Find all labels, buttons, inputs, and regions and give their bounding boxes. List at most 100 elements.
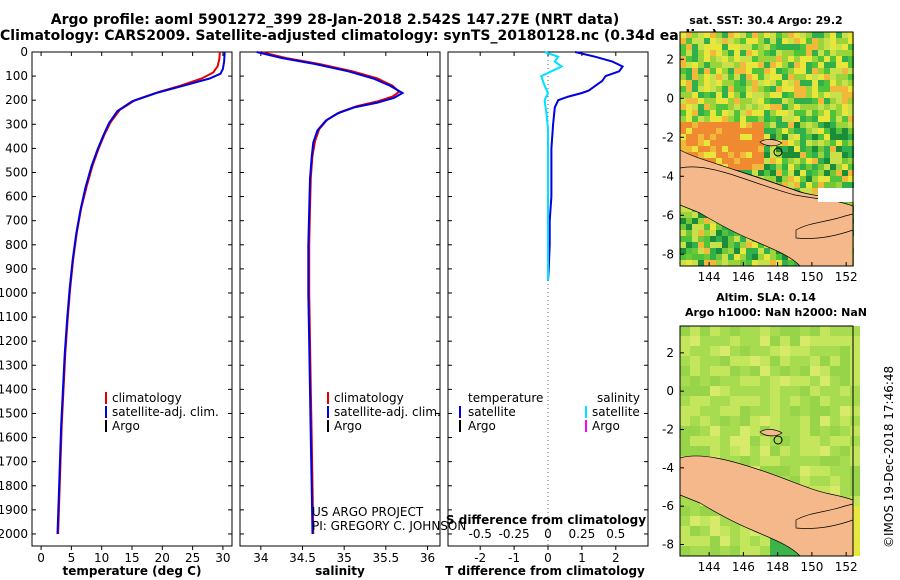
sst-cell: [764, 134, 770, 140]
sla-cell: [720, 536, 730, 546]
sst-cell: [746, 50, 752, 56]
sst-cell: [722, 38, 728, 44]
sla-cell: [810, 356, 820, 366]
sla-cell: [830, 326, 840, 336]
sst-cell: [740, 158, 746, 164]
sst-cell: [782, 122, 788, 128]
sst-cell: [680, 44, 686, 50]
sst-cell: [686, 218, 692, 224]
sst-cell: [776, 146, 782, 152]
sla-cell: [770, 446, 780, 456]
sla-cell: [850, 406, 860, 416]
sla-cell: [760, 416, 770, 426]
sst-cell: [728, 32, 734, 38]
sst-cell: [716, 134, 722, 140]
sst-cell: [734, 152, 740, 158]
sst-cell: [794, 164, 800, 170]
sla-cell: [770, 546, 780, 556]
sst-cell: [734, 236, 740, 242]
sst-cell: [770, 74, 776, 80]
sst-cell: [782, 62, 788, 68]
sla-cell: [760, 326, 770, 336]
sst-cell: [692, 86, 698, 92]
sst-cell: [698, 254, 704, 260]
top-tick-label: -0.5: [468, 527, 491, 541]
sla-cell: [850, 536, 860, 546]
x-tick-label: 35.5: [372, 551, 399, 565]
sst-map-axes: 2 0 -2 -4 -6 -8 144 146 148 150 152: [662, 52, 858, 284]
sst-cell: [776, 104, 782, 110]
sst-cell: [758, 104, 764, 110]
sla-cell: [680, 526, 690, 536]
sla-cell: [710, 516, 720, 526]
sst-cell: [806, 146, 812, 152]
sst-cell: [842, 68, 848, 74]
sst-cell: [788, 134, 794, 140]
sst-cell: [836, 146, 842, 152]
sla-cell: [750, 436, 760, 446]
sst-cell: [776, 170, 782, 176]
sst-cell: [764, 122, 770, 128]
sst-cell: [734, 104, 740, 110]
sst-cell: [818, 44, 824, 50]
series-line-satellite-adj-clim-: [56, 51, 226, 535]
sst-cell: [728, 74, 734, 80]
sst-cell: [716, 242, 722, 248]
sla-cell: [750, 326, 760, 336]
sla-cell: [710, 366, 720, 376]
sst-cell: [728, 68, 734, 74]
sst-cell: [692, 248, 698, 254]
sst-cell: [698, 122, 704, 128]
sst-cell: [824, 74, 830, 80]
sst-cell: [692, 50, 698, 56]
sla-cell: [720, 436, 730, 446]
sst-cell: [710, 98, 716, 104]
sst-cell: [764, 164, 770, 170]
sst-cell: [716, 260, 722, 266]
sst-cell: [842, 86, 848, 92]
sst-cell: [704, 218, 710, 224]
sst-cell: [848, 80, 854, 86]
sst-cell: [704, 236, 710, 242]
sst-cell: [710, 242, 716, 248]
sst-cell: [686, 260, 692, 266]
sla-cell: [740, 386, 750, 396]
sst-cell: [782, 56, 788, 62]
sst-cell: [722, 74, 728, 80]
sst-cell: [848, 44, 854, 50]
sla-cell: [800, 476, 810, 486]
sst-cell: [692, 152, 698, 158]
sst-cell: [722, 62, 728, 68]
sst-cell: [758, 80, 764, 86]
sst-cell: [848, 116, 854, 122]
sla-cell: [760, 346, 770, 356]
sla-cell: [790, 356, 800, 366]
sla-cell: [850, 326, 860, 336]
credit-project: US ARGO PROJECT: [312, 505, 424, 519]
sst-cell: [722, 80, 728, 86]
sla-cell: [700, 366, 710, 376]
sst-cell: [728, 122, 734, 128]
sst-cell: [812, 104, 818, 110]
sst-cell: [710, 32, 716, 38]
sst-cell: [830, 44, 836, 50]
sst-cell: [740, 32, 746, 38]
sst-cell: [770, 86, 776, 92]
sst-cell: [788, 62, 794, 68]
sst-cell: [692, 80, 698, 86]
sst-cell: [842, 62, 848, 68]
sla-cell: [740, 436, 750, 446]
sst-cell: [776, 158, 782, 164]
sst-cell: [824, 44, 830, 50]
sst-cell: [824, 140, 830, 146]
sst-cell: [752, 254, 758, 260]
sst-cell: [842, 98, 848, 104]
sst-cell: [764, 248, 770, 254]
sla-cell: [760, 546, 770, 556]
sst-cell: [752, 38, 758, 44]
sst-cell: [704, 56, 710, 62]
sla-cell: [740, 376, 750, 386]
depth-tick-label: 700: [5, 214, 28, 228]
sst-cell: [782, 176, 788, 182]
sst-cell: [770, 104, 776, 110]
